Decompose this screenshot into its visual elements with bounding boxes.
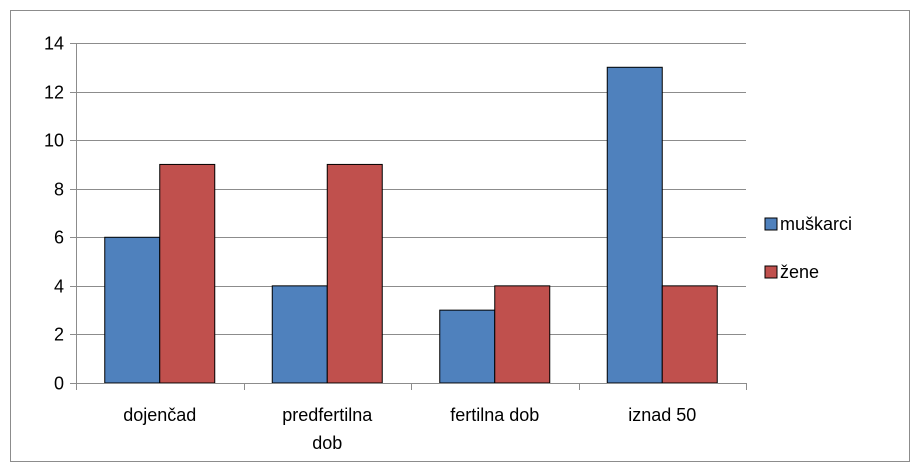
x-category-label-line: fertilna dob <box>450 405 539 425</box>
legend-swatch-1 <box>764 265 778 279</box>
x-category-labels: dojenčad predfertilna dob fertilna dob iznad… <box>123 405 696 453</box>
x-category-label-line: iznad 50 <box>628 405 696 425</box>
bar-zene-0 <box>159 163 216 384</box>
y-tick-label-8: 8 <box>54 180 64 200</box>
x-category-label-0: dojenčad <box>123 405 196 425</box>
x-category-label-line: predfertilna <box>282 405 373 425</box>
x-category-label-1: predfertilna dob <box>282 405 373 453</box>
bar-zene-2 <box>494 285 551 384</box>
bars <box>104 66 718 384</box>
bar-zene-1 <box>326 163 383 384</box>
bar-muskarci-3 <box>606 66 663 384</box>
x-category-label-line: dojenčad <box>123 405 196 425</box>
legend: muškarci žene <box>764 214 852 282</box>
y-tick-label-0: 0 <box>54 374 64 394</box>
x-category-label-line: dob <box>312 433 342 453</box>
y-tick-label-2: 2 <box>54 325 64 345</box>
x-category-label-3: iznad 50 <box>628 405 696 425</box>
y-tick-labels: 0 2 4 6 8 10 12 14 <box>44 34 64 394</box>
legend-label-1: žene <box>780 262 819 282</box>
bar-muskarci-2 <box>439 309 496 384</box>
x-category-label-2: fertilna dob <box>450 405 539 425</box>
y-tick-label-12: 12 <box>44 83 64 103</box>
bar-muskarci-1 <box>271 285 328 384</box>
y-tick-label-14: 14 <box>44 34 64 54</box>
legend-label-0: muškarci <box>780 214 852 234</box>
y-tick-label-4: 4 <box>54 277 64 297</box>
legend-swatch-0 <box>764 217 778 231</box>
y-tick-label-10: 10 <box>44 131 64 151</box>
bar-zene-3 <box>661 285 718 384</box>
bar-muskarci-0 <box>104 236 161 384</box>
axes <box>70 43 747 390</box>
y-tick-label-6: 6 <box>54 228 64 248</box>
